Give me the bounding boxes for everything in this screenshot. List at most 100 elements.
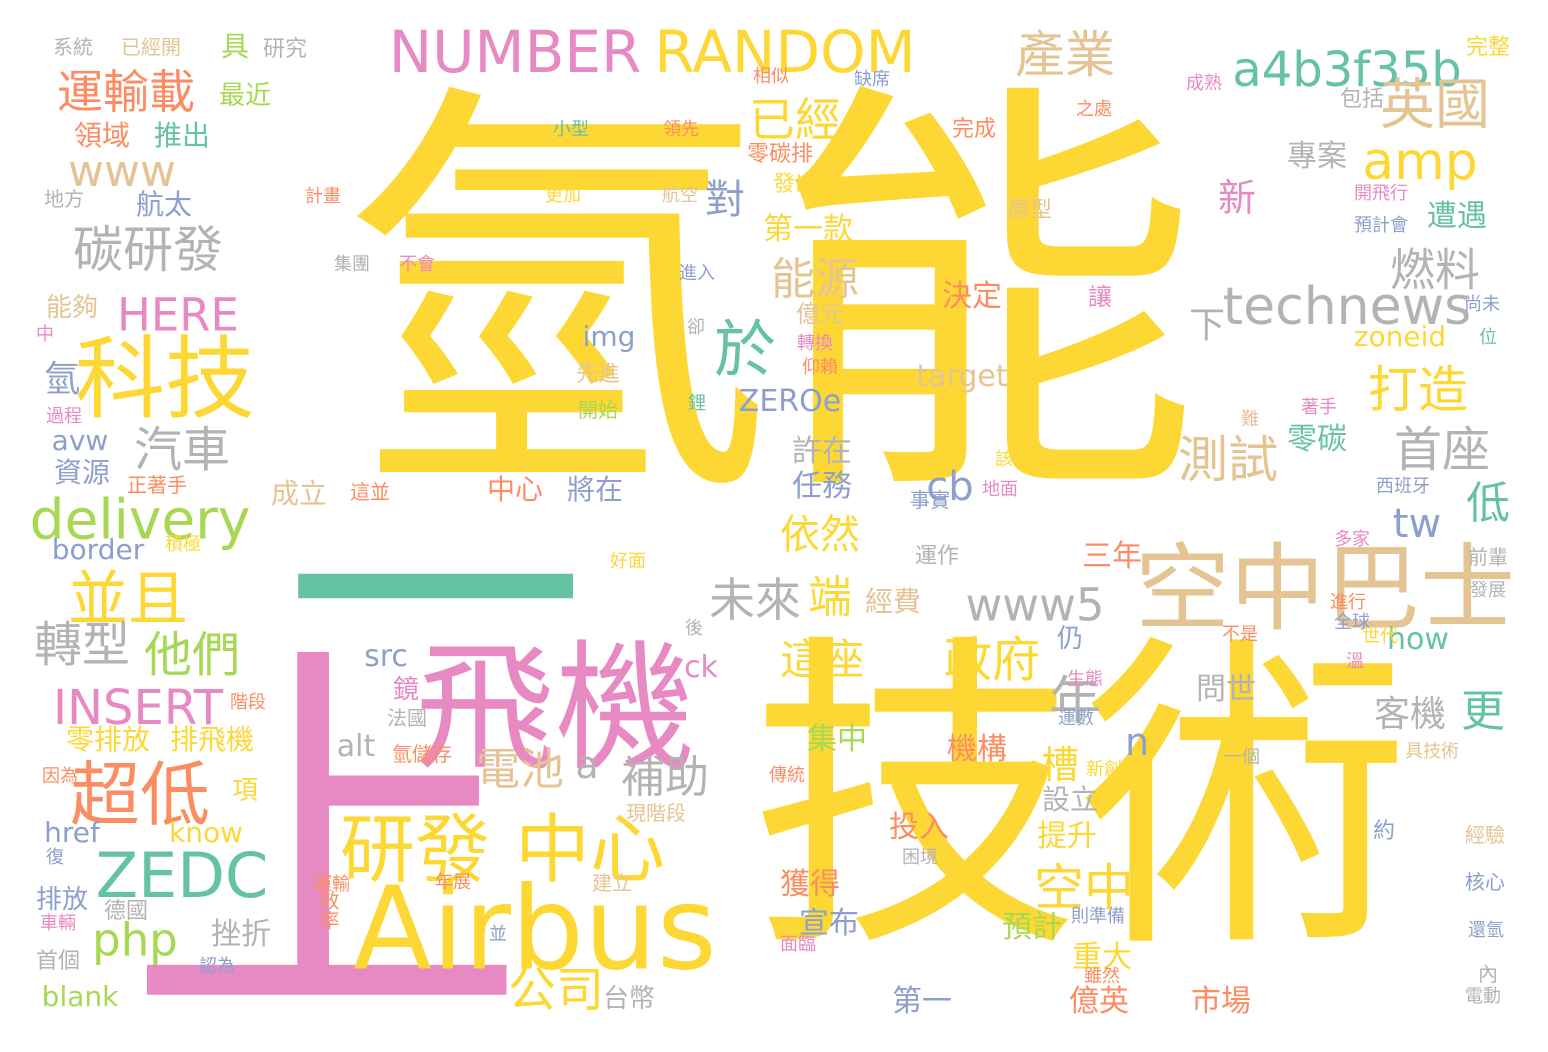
word-178: 難: [1241, 409, 1259, 430]
word-96: alt: [336, 729, 376, 764]
word-168: 不會: [399, 254, 435, 275]
word-167: 集團: [334, 254, 370, 275]
word-163: 更加: [545, 185, 581, 206]
word-189: 後: [685, 618, 703, 639]
word-139: 核心: [1465, 870, 1505, 894]
word-110: 研究: [262, 37, 308, 62]
word-87: 預計: [1002, 910, 1062, 945]
word-35: 轉型: [33, 617, 131, 673]
word-104: 領域: [73, 119, 131, 152]
word-148: 好面: [610, 551, 646, 572]
word-74: 成立: [270, 477, 328, 510]
word-88: 重大: [1072, 940, 1132, 975]
word-94: src: [364, 639, 408, 674]
word-100: avw: [51, 424, 109, 457]
word-137: 約: [1372, 819, 1396, 844]
word-18: 於: [713, 313, 777, 386]
word-191: 傳統: [769, 765, 805, 786]
word-128: 先進: [575, 362, 621, 387]
word-184: 不是: [1222, 624, 1258, 645]
word-129: 開始: [578, 398, 618, 422]
word-195: 則準備: [1071, 906, 1125, 927]
word-52: 新: [1217, 176, 1257, 220]
word-25: 已經: [749, 93, 841, 147]
word-176: 位: [1479, 327, 1497, 348]
word-80: 機構: [947, 732, 1007, 767]
word-42: 電池: [476, 744, 564, 795]
word-61: 排飛機: [169, 723, 255, 756]
word-186: 溫: [1346, 651, 1364, 672]
word-143: 法國: [387, 706, 427, 730]
word-7: 空中巴士: [1134, 534, 1516, 645]
word-76: 將在: [566, 473, 624, 506]
word-84: 投入: [889, 810, 949, 845]
word-108: 能夠: [45, 293, 99, 323]
word-2: 技術: [750, 608, 1410, 992]
word-112: 已經開: [121, 35, 181, 59]
word-154: 車輛: [40, 913, 76, 934]
word-19: 超低: [70, 754, 210, 836]
word-156: 小型: [553, 119, 589, 140]
word-121: 完成: [951, 117, 997, 142]
word-3: 上: [58, 630, 523, 1030]
word-151: 積極: [165, 534, 201, 555]
word-99: href: [44, 816, 100, 849]
word-81: 設立: [1041, 783, 1099, 816]
word-111: 系統: [53, 35, 93, 59]
word-85: 獲得: [780, 867, 840, 902]
word-158: 相似: [753, 66, 789, 87]
word-175: 鋰: [688, 393, 706, 414]
word-172: 卻: [687, 317, 705, 338]
word-68: target: [916, 359, 1008, 394]
word-9: 研發: [339, 805, 491, 894]
word-138: 經驗: [1465, 823, 1505, 847]
word-48: cb: [926, 464, 974, 510]
word-15: delivery: [29, 487, 251, 552]
word-86: 宣布: [799, 906, 859, 941]
word-8: 科技: [75, 327, 255, 432]
word-180: 地面: [982, 479, 1018, 500]
word-17: amp: [1362, 132, 1478, 192]
word-150: 正著手: [127, 473, 187, 497]
word-64: 專案: [1287, 139, 1347, 174]
word-200: 復: [46, 847, 64, 868]
word-142: 現階段: [626, 801, 686, 825]
word-54: 下: [1188, 305, 1226, 346]
word-185: 世代: [1362, 626, 1398, 647]
word-124: 包括: [1339, 87, 1385, 112]
word-32: 空中: [1034, 859, 1134, 917]
word-196: 並: [489, 924, 507, 945]
word-126: 讓: [1088, 283, 1112, 311]
word-51: 更: [1461, 686, 1505, 737]
word-118: 鏡: [392, 675, 420, 705]
word-39: 測試: [1178, 431, 1278, 489]
word-120: 零碳排: [746, 142, 814, 167]
word-11: NUMBER: [388, 18, 642, 86]
word-43: 補助: [621, 752, 709, 803]
word-193: 運輸: [314, 874, 350, 895]
word-155: 認為: [199, 956, 235, 977]
word-23: 英國: [1379, 72, 1491, 137]
word-181: 多家: [1334, 529, 1370, 550]
word-177: 著手: [1301, 397, 1337, 418]
word-166: 預計會: [1354, 215, 1408, 236]
word-106: 最近: [218, 81, 272, 111]
word-102: blank: [41, 980, 119, 1013]
word-127: 億元: [796, 300, 844, 328]
word-44: 未來: [709, 573, 801, 627]
word-152: 過程: [46, 406, 82, 427]
word-33: 政府: [943, 632, 1041, 688]
word-197: 雖然: [1084, 966, 1120, 987]
word-36: 汽車: [133, 422, 231, 478]
word-146: 困境: [902, 847, 938, 868]
word-147: 面臨: [780, 934, 816, 955]
word-161: 之處: [1076, 99, 1112, 120]
word-132: 西班牙: [1376, 476, 1430, 497]
word-20: 並且: [68, 565, 188, 635]
word-162: 計畫: [305, 186, 341, 207]
word-50: 低: [1466, 478, 1510, 529]
word-98: know: [169, 816, 243, 849]
word-116: 首個: [35, 949, 81, 974]
word-145: 效率: [316, 890, 340, 930]
